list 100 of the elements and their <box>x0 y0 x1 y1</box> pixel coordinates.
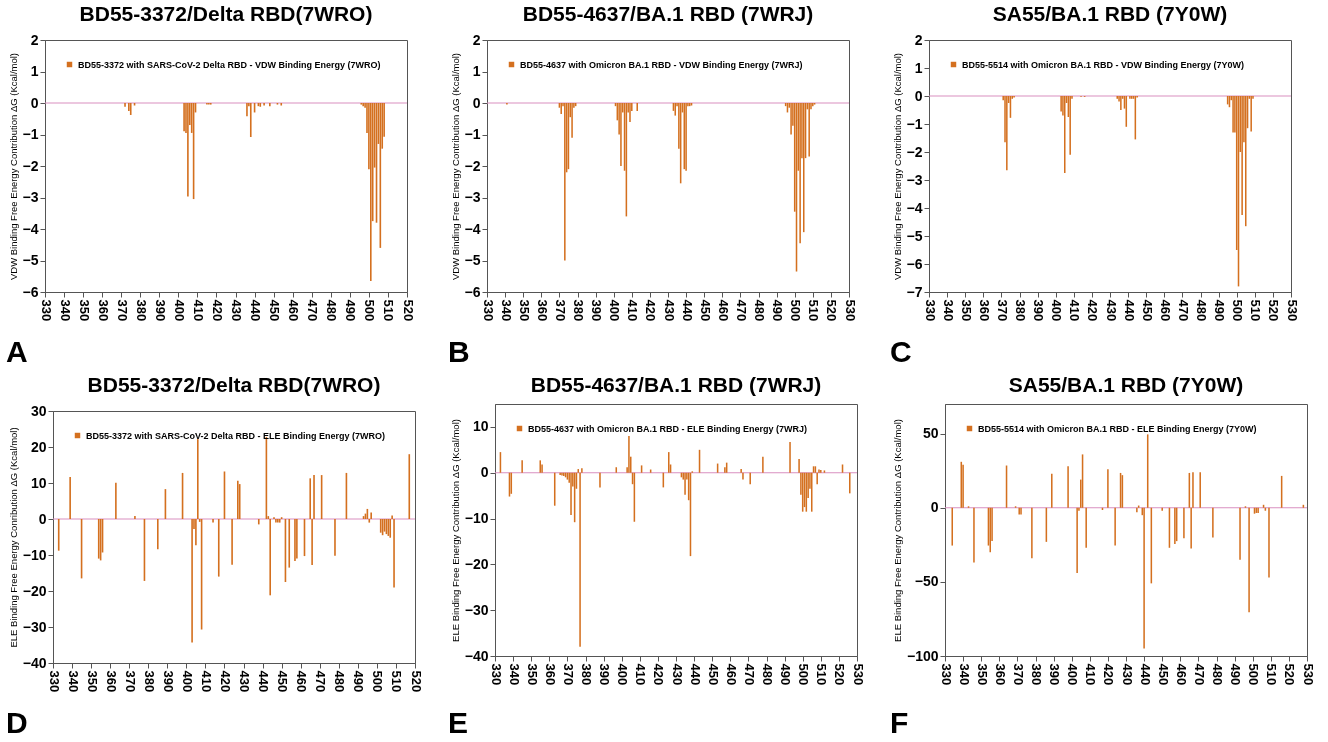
x-tick-label: 330 <box>480 299 496 322</box>
x-tick-label: 380 <box>1029 663 1044 686</box>
x-tick-label: 450 <box>697 299 713 322</box>
y-tick-label: −30 <box>22 618 47 635</box>
x-tick-label: 450 <box>1155 663 1171 686</box>
x-tick-label: 420 <box>1101 663 1117 686</box>
x-tick-label: 410 <box>1067 299 1083 322</box>
x-tick-label: 440 <box>687 663 703 686</box>
y-tick-label: 1 <box>472 63 481 79</box>
y-tick-label: 2 <box>914 31 923 48</box>
y-tick-label: −2 <box>22 157 39 174</box>
x-tick-label: 480 <box>752 299 767 322</box>
y-tick-label: −20 <box>22 582 47 599</box>
x-tick-label: 440 <box>679 299 695 322</box>
x-tick-label: 460 <box>294 670 310 693</box>
y-tick-label: −20 <box>464 555 489 572</box>
x-tick-label: 460 <box>723 663 739 686</box>
text: D <box>6 706 28 740</box>
x-tick-label: 420 <box>209 299 225 322</box>
x-tick-label: 450 <box>705 663 721 686</box>
x-tick-label: 510 <box>1248 299 1264 322</box>
x-tick-label: 500 <box>1246 663 1262 686</box>
x-tick-label: 350 <box>974 663 990 686</box>
x-tick-label: 450 <box>267 299 283 322</box>
x-tick-label: 520 <box>408 670 424 693</box>
y-tick-label: −40 <box>464 647 489 664</box>
y-tick-label: −1 <box>906 115 923 132</box>
legend-label: BD55-3372 with SARS-CoV-2 Delta RBD - VDW Binding Energy (7WRO) <box>78 59 381 70</box>
x-tick-label: 370 <box>122 670 138 693</box>
x-tick-label: 360 <box>976 299 992 322</box>
x-tick-label: 430 <box>1103 299 1119 322</box>
x-tick-label: 430 <box>1119 663 1135 686</box>
x-tick-label: 370 <box>552 299 568 322</box>
x-tick-label: 470 <box>741 663 757 686</box>
x-tick-label: 360 <box>542 663 558 686</box>
x-tick-label: 360 <box>103 670 119 693</box>
x-tick-label: 370 <box>994 299 1010 322</box>
x-tick-label: 390 <box>1031 299 1047 322</box>
y-tick-label: 20 <box>30 438 47 455</box>
x-tick-label: 330 <box>46 670 62 693</box>
y-axis-title: ELE Binding Free Energy Contribution ΔG (Kcal/mol) <box>891 419 903 642</box>
y-tick-label: −6 <box>906 255 923 272</box>
y-tick-label: 2 <box>30 31 39 48</box>
x-tick-label: 350 <box>76 299 92 322</box>
x-tick-label: 380 <box>579 663 594 686</box>
y-tick-label: −6 <box>464 283 481 300</box>
x-tick-label: 510 <box>389 670 405 693</box>
x-tick-label: 410 <box>625 299 641 322</box>
x-tick-label: 450 <box>275 670 291 693</box>
x-tick-label: 490 <box>351 670 367 693</box>
x-tick-label: 390 <box>152 299 168 322</box>
y-tick-label: 1 <box>30 63 39 79</box>
y-tick-label: −4 <box>464 220 481 237</box>
x-tick-label: 340 <box>65 670 81 693</box>
x-tick-label: 350 <box>524 663 540 686</box>
x-tick-label: 530 <box>1284 299 1300 322</box>
x-tick-label: 350 <box>958 299 974 322</box>
y-tick-label: 10 <box>472 418 489 435</box>
x-tick-label: 530 <box>1300 663 1316 686</box>
x-tick-label: 500 <box>788 299 804 322</box>
x-tick-label: 480 <box>332 670 348 693</box>
x-tick-label: 340 <box>506 663 522 686</box>
x-tick-label: 430 <box>669 663 685 686</box>
x-tick-label: 420 <box>1085 299 1101 322</box>
x-tick-label: 470 <box>1191 663 1207 686</box>
x-tick-label: 520 <box>1282 663 1298 686</box>
y-tick-label: 10 <box>30 474 47 491</box>
x-tick-label: 400 <box>171 299 187 322</box>
x-tick-label: 520 <box>1266 299 1282 322</box>
y-tick-label: 0 <box>38 510 47 527</box>
y-tick-label: −40 <box>22 654 47 671</box>
x-tick-label: 420 <box>651 663 667 686</box>
x-tick-label: 340 <box>57 299 73 322</box>
x-tick-label: 470 <box>305 299 321 322</box>
y-tick-label: 0 <box>472 94 481 111</box>
y-tick-label: −10 <box>22 546 47 563</box>
legend-label: BD55-5514 with Omicron BA.1 RBD - VDW Binding Energy (7Y0W) <box>962 59 1245 70</box>
x-tick-label: 380 <box>141 670 157 693</box>
y-tick-label: −3 <box>906 171 923 188</box>
x-tick-label: 500 <box>362 299 378 322</box>
chart-title: SA55/BA.1 RBD (7Y0W) <box>1008 373 1244 396</box>
x-tick-label: 470 <box>1175 299 1191 322</box>
x-tick-label: 520 <box>824 299 840 322</box>
x-tick-label: 530 <box>842 299 858 322</box>
x-tick-label: 390 <box>160 670 176 693</box>
x-tick-label: 400 <box>607 299 623 322</box>
x-tick-label: 520 <box>400 299 416 322</box>
y-tick-label: −4 <box>22 220 39 237</box>
x-tick-label: 530 <box>850 663 866 686</box>
x-tick-label: 430 <box>237 670 253 693</box>
y-axis-title: VDW Binding Free Energy Contribution ΔG (Kcal/mol) <box>891 52 903 281</box>
x-tick-label: 440 <box>248 299 264 322</box>
x-tick-label: 490 <box>770 299 786 322</box>
x-tick-label: 480 <box>1194 299 1209 322</box>
x-tick-label: 390 <box>597 663 613 686</box>
y-tick-label: −1 <box>22 126 39 142</box>
y-tick-label: −5 <box>464 252 481 268</box>
x-tick-label: 370 <box>1010 663 1026 686</box>
x-tick-label: 330 <box>922 299 938 322</box>
y-axis-title: ELE Binding Free Energy Conribution ΔG (Kcal/mol) <box>7 427 19 648</box>
